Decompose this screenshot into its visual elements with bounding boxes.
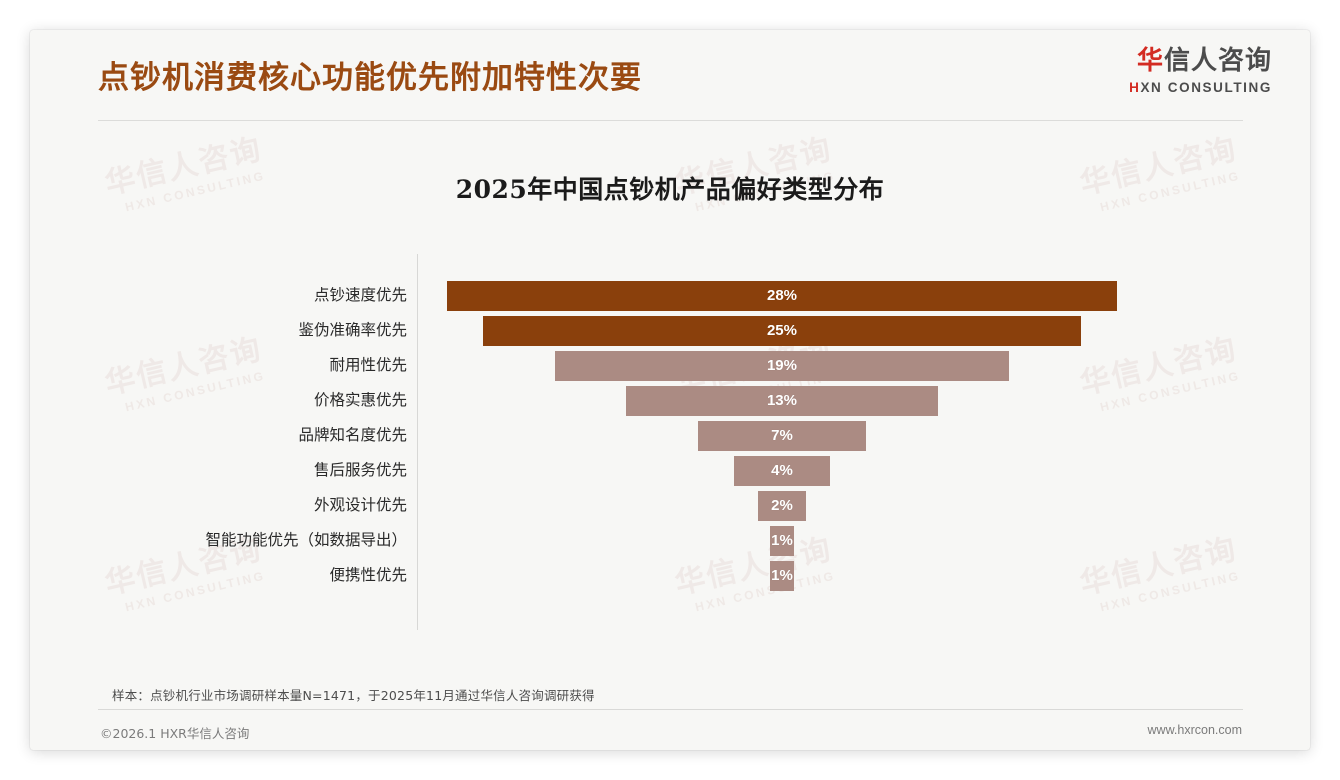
sample-note: 样本：点钞机行业市场调研样本量N=1471，于2025年11月通过华信人咨询调研…	[112, 688, 595, 703]
category-label: 点钞速度优先	[313, 286, 407, 304]
bar-value-label: 1%	[771, 567, 793, 584]
logo-english: HXN CONSULTING	[1129, 81, 1272, 95]
bar-track: 13%	[30, 385, 1310, 416]
bar-track: 1%	[30, 525, 1310, 556]
chart-row: 智能功能优先（如数据导出） 1%	[30, 523, 1310, 558]
chart-row: 便携性优先 1%	[30, 558, 1310, 593]
chart-bar: 25%	[482, 315, 1082, 346]
chart-bar: 1%	[770, 560, 794, 591]
chart-axis-spine	[417, 254, 418, 630]
chart-row: 鉴伪准确率优先 25%	[30, 313, 1310, 348]
bar-value-label: 25%	[766, 322, 797, 339]
bar-value-label: 4%	[771, 462, 793, 479]
bar-value-label: 28%	[766, 287, 798, 304]
category-label: 鉴伪准确率优先	[298, 321, 407, 339]
bar-track: 1%	[30, 560, 1310, 591]
chart-row: 售后服务优先 4%	[30, 453, 1310, 488]
funnel-bar-chart: 点钞速度优先 28% 鉴伪准确率优先 25% 耐用性优先 19% 价格实惠优先 13% 品牌知名…	[30, 248, 1310, 648]
chart-bar: 1%	[770, 525, 794, 556]
bar-value-label: 2%	[771, 497, 793, 514]
website-url: www.hxrcon.com	[1147, 723, 1242, 737]
bar-track: 4%	[30, 455, 1310, 486]
logo-accent-char: 华	[1136, 46, 1164, 76]
chart-bar: 28%	[447, 280, 1117, 311]
bar-track: 28%	[30, 280, 1310, 311]
chart-row: 外观设计优先 2%	[30, 488, 1310, 523]
category-label: 便携性优先	[329, 566, 407, 584]
footer-divider	[98, 709, 1243, 710]
page-title: 点钞机消费核心功能优先附加特性次要	[98, 60, 642, 96]
header-divider	[98, 120, 1243, 121]
bar-value-label: 13%	[766, 392, 797, 409]
chart-bar: 7%	[698, 420, 866, 451]
copyright-text: ©2026.1 HXR华信人咨询	[100, 726, 250, 741]
category-label: 品牌知名度优先	[298, 426, 407, 444]
chart-bar: 19%	[554, 350, 1010, 381]
slide-footer: ©2026.1 HXR华信人咨询 www.hxrcon.com	[30, 718, 1310, 750]
chart-rows: 点钞速度优先 28% 鉴伪准确率优先 25% 耐用性优先 19% 价格实惠优先 13% 品牌知名…	[30, 278, 1310, 593]
logo-chinese: 华信人咨询	[1129, 48, 1272, 74]
bar-track: 19%	[30, 350, 1310, 381]
category-label: 智能功能优先（如数据导出）	[205, 531, 407, 549]
chart-bar: 4%	[734, 455, 830, 486]
chart-row: 耐用性优先 19%	[30, 348, 1310, 383]
logo-en-rest: XN CONSULTING	[1140, 80, 1272, 95]
category-label: 价格实惠优先	[313, 391, 407, 409]
chart-bar: 13%	[626, 385, 938, 416]
company-logo: 华信人咨询 HXN CONSULTING	[1129, 48, 1272, 95]
chart-title: 2025年中国点钞机产品偏好类型分布	[455, 175, 885, 204]
slide-header: 点钞机消费核心功能优先附加特性次要 华信人咨询 HXN CONSULTING	[30, 30, 1310, 112]
bar-value-label: 1%	[771, 532, 793, 549]
bar-track: 25%	[30, 315, 1310, 346]
bar-track: 7%	[30, 420, 1310, 451]
bar-track: 2%	[30, 490, 1310, 521]
chart-row: 品牌知名度优先 7%	[30, 418, 1310, 453]
chart-row: 点钞速度优先 28%	[30, 278, 1310, 313]
category-label: 外观设计优先	[313, 496, 407, 514]
bar-value-label: 19%	[766, 357, 797, 374]
bar-value-label: 7%	[771, 427, 793, 444]
category-label: 耐用性优先	[329, 356, 407, 374]
chart-row: 价格实惠优先 13%	[30, 383, 1310, 418]
category-label: 售后服务优先	[313, 461, 407, 479]
logo-chinese-rest: 信人咨询	[1163, 46, 1272, 76]
logo-en-accent: H	[1129, 80, 1141, 95]
slide-canvas: 华信人咨询 HXN CONSULTING 华信人咨询 HXN CONSULTING 华信…	[30, 30, 1310, 750]
chart-bar: 2%	[758, 490, 806, 521]
